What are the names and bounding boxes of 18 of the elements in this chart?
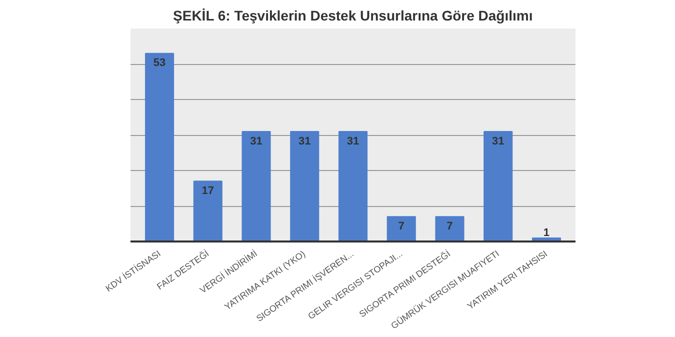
data-label: 17 [202, 185, 214, 198]
data-label: 31 [298, 135, 311, 148]
bar [193, 180, 222, 242]
data-label: 1 [543, 227, 550, 240]
bar [338, 130, 368, 242]
bar [484, 130, 513, 242]
data-label: 31 [492, 135, 504, 148]
data-label: 7 [446, 220, 453, 233]
bar [386, 216, 416, 242]
bar [435, 216, 464, 242]
chart-title: ŞEKİL 6: Teşviklerin Destek Unsurlarına Göre Dağılımı [173, 8, 533, 24]
data-label: 31 [346, 135, 360, 148]
data-label: 53 [153, 57, 166, 70]
bar [242, 130, 271, 242]
bar [144, 52, 174, 242]
bar [290, 130, 320, 242]
data-label: 7 [398, 220, 404, 233]
data-label: 31 [250, 135, 262, 148]
